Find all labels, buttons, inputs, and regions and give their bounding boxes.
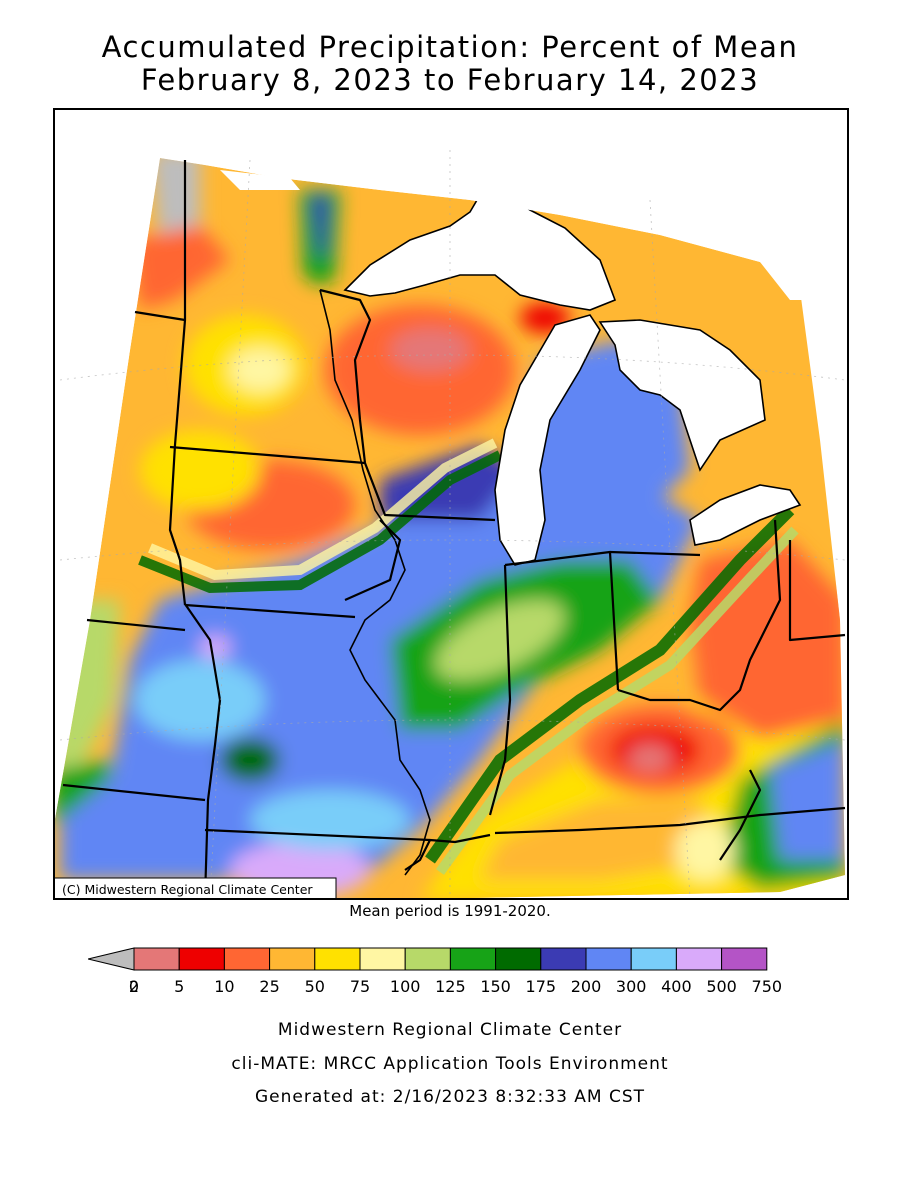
legend-swatch — [133, 947, 180, 971]
precipitation-map: (C) Midwestern Regional Climate Center — [53, 108, 849, 900]
legend-swatch — [223, 947, 271, 971]
legend-swatch — [269, 947, 316, 971]
legend-tick-label: 400 — [661, 977, 692, 996]
mississippi-river — [319, 289, 431, 876]
legend-swatch — [585, 947, 632, 971]
legend-tick-label: 100 — [390, 977, 421, 996]
legend-tick-label: 10 — [214, 977, 234, 996]
legend-tick-label: 300 — [616, 977, 647, 996]
lake-erie-area — [689, 484, 802, 546]
legend-swatch — [314, 947, 361, 971]
legend-swatch — [449, 947, 497, 971]
legend-tick-label: 0 — [129, 977, 139, 996]
legend-tick-label: 500 — [706, 977, 737, 996]
legend-swatch — [540, 947, 587, 971]
legend-swatch — [630, 947, 677, 971]
footer-generated: Generated at: 2/16/2023 8:32:33 AM CST — [254, 1087, 646, 1107]
footer-organization: Midwestern Regional Climate Center — [277, 1020, 623, 1040]
legend-arrow-swatch — [88, 947, 135, 971]
lat-lon-grid — [59, 150, 846, 899]
legend-tick-label: 175 — [526, 977, 557, 996]
legend-tick-label: 75 — [350, 977, 370, 996]
color-legend: 02 5 10 25 50 75 100 125 150 175 200 300 400 500 750 — [88, 947, 783, 996]
precipitation-field — [53, 158, 845, 899]
canada-white — [53, 108, 849, 830]
legend-tick-label: 200 — [571, 977, 602, 996]
legend-swatch — [675, 947, 723, 971]
lake-michigan — [494, 314, 601, 566]
legend-tick-label: 150 — [480, 977, 511, 996]
great-lakes — [53, 108, 849, 830]
ontario-north — [220, 170, 300, 190]
legend-tick-label: 125 — [435, 977, 466, 996]
map-title: Accumulated Precipitation: Percent of Me… — [101, 30, 799, 64]
map-frame — [53, 108, 849, 900]
legend-tick-label: 50 — [305, 977, 325, 996]
legend-tick-label: 25 — [259, 977, 279, 996]
lake-huron-area — [598, 319, 766, 472]
copyright-text: (C) Midwestern Regional Climate Center — [62, 882, 313, 897]
mean-period-note: Mean period is 1991-2020. — [349, 902, 551, 920]
legend-swatch — [495, 947, 542, 971]
state-boundaries — [62, 160, 846, 899]
legend-swatch — [721, 947, 768, 971]
map-date-range: February 8, 2023 to February 14, 2023 — [140, 63, 760, 97]
legend-swatch — [359, 947, 406, 971]
lake-superior — [343, 189, 617, 311]
footer-tool: cli-MATE: MRCC Application Tools Environ… — [231, 1054, 669, 1074]
legend-tick-label: 5 — [174, 977, 184, 996]
legend-swatch — [178, 947, 225, 971]
legend-tick-label: 750 — [752, 977, 783, 996]
legend-tick-label: 2 — [129, 977, 139, 996]
legend-swatch — [404, 947, 451, 971]
